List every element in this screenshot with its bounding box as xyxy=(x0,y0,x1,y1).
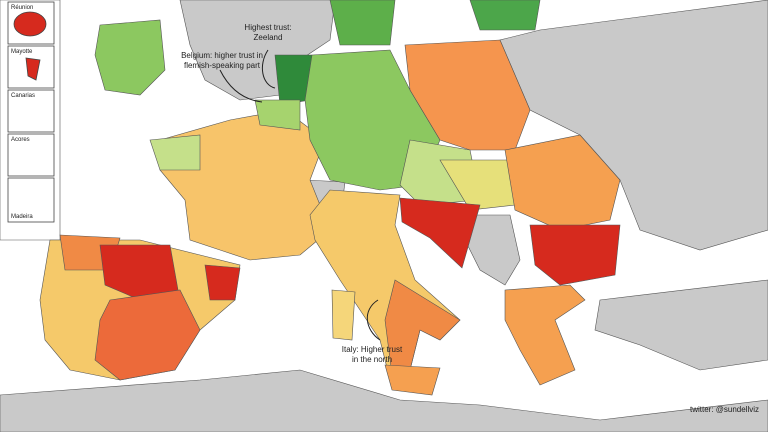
insets xyxy=(7,1,55,223)
sweden xyxy=(469,0,541,31)
poland xyxy=(404,39,531,151)
annotation: Belgium: higher trust in flemish-speaking… xyxy=(181,51,263,70)
annotation: Italy: Higher trust in the north xyxy=(342,345,403,364)
credit: twitter: @sundellviz xyxy=(690,405,759,414)
sardinia xyxy=(331,289,356,341)
belgium xyxy=(254,99,301,131)
annotation: Highest trust: Zeeland xyxy=(244,23,291,42)
bulgaria xyxy=(529,224,621,286)
catalonia xyxy=(204,264,241,301)
denmark xyxy=(329,0,396,46)
inset-label: Mayotte xyxy=(11,49,33,55)
croatia xyxy=(399,197,481,269)
brittany xyxy=(149,134,201,171)
ireland xyxy=(94,19,166,96)
sicily xyxy=(384,364,441,396)
spain-south xyxy=(94,289,201,381)
inset-label: Réunion xyxy=(11,5,33,11)
romania xyxy=(504,134,621,231)
regions xyxy=(39,0,621,396)
germany xyxy=(304,49,441,191)
inset-label: Madeira xyxy=(11,214,33,220)
inset-label: Canarias xyxy=(11,93,35,99)
greece xyxy=(504,284,586,386)
inset-label: Acores xyxy=(11,137,30,143)
arrows xyxy=(219,49,381,341)
italy-south xyxy=(384,279,461,376)
